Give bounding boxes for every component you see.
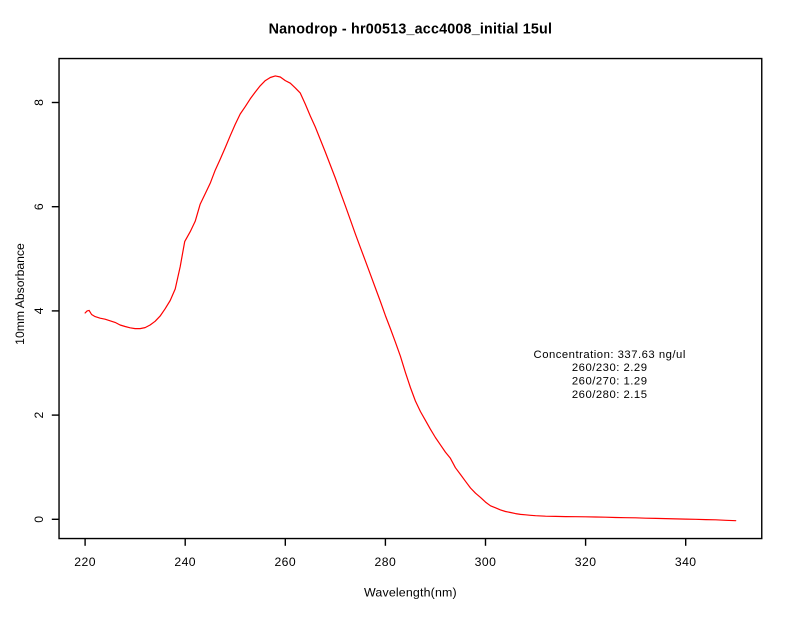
- svg-text:Nanodrop - hr00513_acc4008_ini: Nanodrop - hr00513_acc4008_initial 15ul: [269, 22, 553, 38]
- svg-text:340: 340: [675, 555, 697, 569]
- svg-text:8: 8: [32, 99, 46, 106]
- svg-text:0: 0: [32, 516, 46, 523]
- svg-text:6: 6: [32, 203, 46, 210]
- svg-text:4: 4: [32, 307, 46, 314]
- svg-text:240: 240: [174, 555, 196, 569]
- svg-text:320: 320: [575, 555, 597, 569]
- svg-text:280: 280: [375, 555, 397, 569]
- svg-text:260/270: 1.29: 260/270: 1.29: [572, 376, 648, 388]
- svg-text:10mm Absorbance: 10mm Absorbance: [13, 243, 27, 345]
- svg-text:260/280: 2.15: 260/280: 2.15: [572, 389, 648, 401]
- svg-text:Wavelength(nm): Wavelength(nm): [364, 586, 457, 600]
- svg-text:2: 2: [32, 411, 46, 418]
- svg-text:260/230: 2.29: 260/230: 2.29: [572, 362, 648, 374]
- svg-text:300: 300: [475, 555, 497, 569]
- svg-text:Concentration: 337.63 ng/ul: Concentration: 337.63 ng/ul: [534, 349, 686, 361]
- svg-text:220: 220: [74, 555, 96, 569]
- svg-text:260: 260: [274, 555, 296, 569]
